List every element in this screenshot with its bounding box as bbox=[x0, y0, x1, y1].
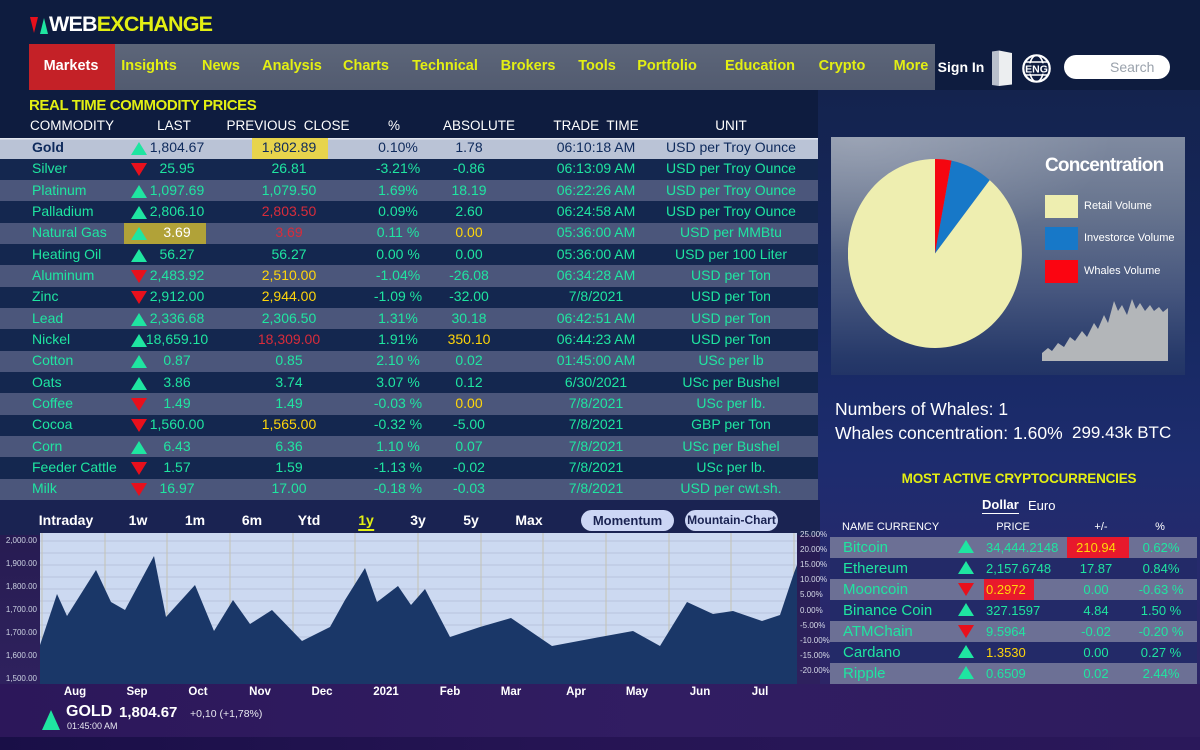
svg-text:ENG: ENG bbox=[1025, 64, 1048, 76]
